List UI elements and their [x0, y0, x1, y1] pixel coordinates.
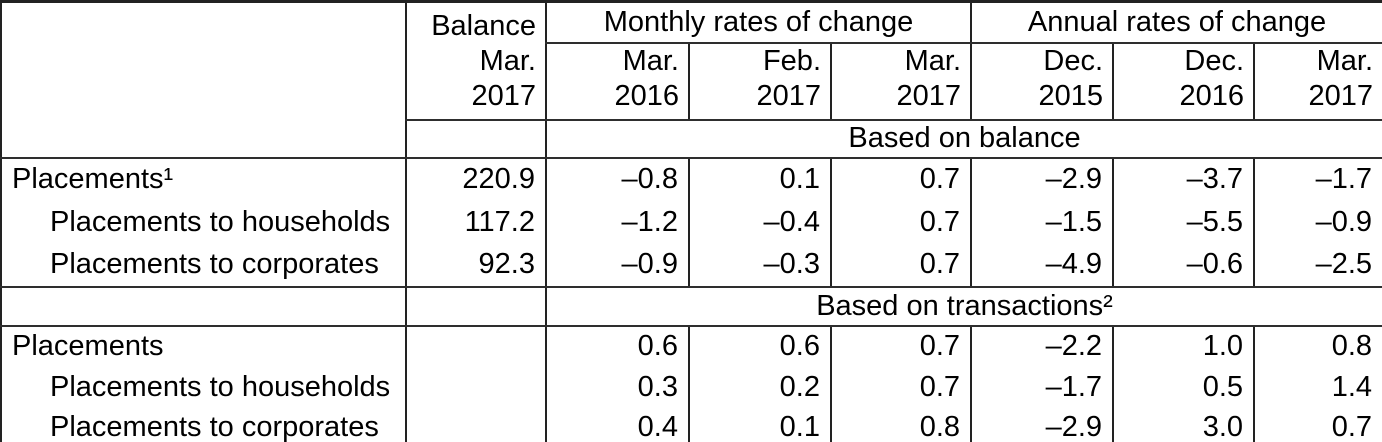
period-header: Dec. 2015 — [970, 42, 1114, 121]
rate-value: –0.3 — [688, 243, 831, 288]
rate-value: 0.8 — [829, 407, 972, 442]
rate-value: 0.5 — [1112, 366, 1255, 408]
balance-header-title: Balance — [431, 9, 536, 42]
annual-rates-group-header: Annual rates of change — [970, 1, 1382, 44]
balance-column-header: Balance Mar. 2017 — [405, 1, 546, 121]
rate-value: 0.7 — [829, 157, 972, 201]
rate-value: –4.9 — [970, 243, 1114, 288]
rate-value: 0.7 — [829, 325, 972, 367]
row-label: Placements to corporates — [50, 411, 379, 442]
row-label: Placements to corporates — [1, 243, 406, 288]
rate-value: 0.1 — [688, 407, 831, 442]
rate-value: –0.8 — [545, 157, 689, 201]
rate-value: 3.0 — [1112, 407, 1255, 442]
rate-value: 0.8 — [1253, 325, 1382, 367]
section-row-balance: Based on balance — [1, 119, 1382, 159]
period-header: Feb. 2017 — [688, 42, 831, 121]
rate-value: –0.4 — [688, 200, 831, 244]
section-title: Based on transactions² — [544, 286, 1382, 327]
period-year: 2016 — [614, 79, 679, 112]
rate-value: –5.5 — [1112, 200, 1255, 244]
rate-value: –0.6 — [1112, 243, 1255, 288]
balance-value — [405, 325, 546, 367]
rate-value: –3.7 — [1112, 157, 1255, 201]
period-year: 2017 — [756, 79, 821, 112]
table-row: Placements 0.6 0.6 0.7 –2.2 1.0 0.8 — [1, 325, 1382, 367]
period-header: Mar. 2016 — [545, 42, 689, 121]
rate-value: 0.2 — [688, 366, 831, 408]
table-row: Placements to corporates 0.4 0.1 0.8 –2.… — [1, 407, 1382, 442]
rate-value: –1.7 — [970, 366, 1114, 408]
rate-value: –1.7 — [1253, 157, 1382, 201]
rate-value: –2.9 — [970, 157, 1114, 201]
section-row-transactions: Based on transactions² — [1, 286, 1382, 327]
rate-value: –1.5 — [970, 200, 1114, 244]
rate-value: 0.7 — [1253, 407, 1382, 442]
table-row: Placements to households 0.3 0.2 0.7 –1.… — [1, 366, 1382, 408]
balance-value — [405, 407, 546, 442]
period-month: Feb. — [762, 44, 821, 77]
period-month: Dec. — [1043, 44, 1104, 77]
row-label: Placements — [12, 330, 164, 362]
balance-empty-cell — [405, 286, 546, 327]
rate-value: 0.6 — [688, 325, 831, 367]
period-month: Mar. — [622, 44, 679, 77]
rate-value: 0.1 — [688, 157, 831, 201]
rate-value: –0.9 — [1253, 200, 1382, 244]
monthly-rates-group-header: Monthly rates of change — [544, 1, 972, 44]
balance-value: 117.2 — [405, 200, 546, 244]
row-label: Placements to households — [50, 370, 391, 403]
rate-value: 0.3 — [545, 366, 689, 408]
label-empty-cell — [1, 286, 406, 327]
rate-value: –2.9 — [970, 407, 1114, 442]
period-year: 2016 — [1179, 79, 1245, 112]
rate-value: –0.9 — [545, 243, 689, 288]
period-header: Mar. 2017 — [1253, 42, 1382, 121]
period-month: Mar. — [1316, 44, 1374, 77]
rate-value: 0.6 — [545, 325, 689, 367]
rate-value: –2.2 — [970, 325, 1114, 367]
group-header-row: Balance Mar. 2017 Monthly rates of chang… — [1, 1, 1382, 159]
balance-value: 220.9 — [405, 157, 546, 201]
period-header-row: Mar. 2016 Feb. 2017 Mar. 2017 Dec. 2015 … — [1, 42, 1382, 121]
period-header: Dec. 2016 — [1112, 42, 1255, 121]
period-year: 2017 — [896, 79, 962, 112]
rate-value: 0.7 — [829, 200, 972, 244]
period-year: 2017 — [1308, 79, 1374, 112]
period-year: 2015 — [1038, 79, 1104, 112]
corner-cell — [1, 1, 406, 159]
balance-header-year: 2017 — [471, 79, 536, 112]
row-label: Placements to households — [50, 205, 391, 238]
rate-value: –1.2 — [545, 200, 689, 244]
period-month: Mar. — [904, 44, 962, 77]
period-header: Mar. 2017 — [829, 42, 972, 121]
section-title: Based on balance — [544, 119, 1382, 159]
balance-empty-cell — [405, 119, 546, 159]
rate-value: 0.7 — [829, 243, 972, 288]
row-label: Placements¹ — [12, 163, 174, 195]
table-row: Placements to corporates 92.3 –0.9 –0.3 … — [1, 243, 1382, 288]
rate-value: 0.4 — [545, 407, 689, 442]
rate-value: 1.0 — [1112, 325, 1255, 367]
balance-value — [405, 366, 546, 408]
table-row: Placements to households 117.2 –1.2 –0.4… — [1, 200, 1382, 244]
balance-value: 92.3 — [405, 243, 546, 288]
rate-value: 1.4 — [1253, 366, 1382, 408]
balance-header-month: Mar. — [479, 44, 536, 77]
table-row: Placements¹ 220.9 –0.8 0.1 0.7 –2.9 –3.7… — [1, 157, 1382, 201]
period-month: Dec. — [1184, 44, 1245, 77]
rate-value: 0.7 — [829, 366, 972, 408]
rate-value: –2.5 — [1253, 243, 1382, 288]
